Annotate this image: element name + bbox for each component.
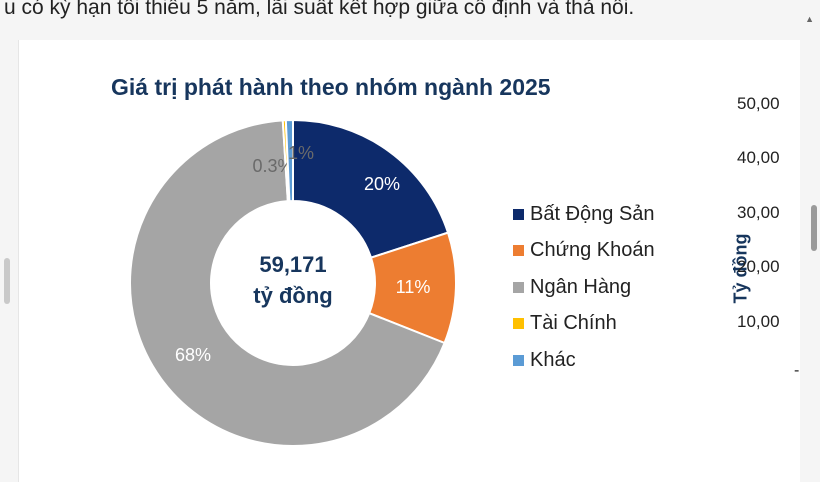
y-tick-30000: 30,00	[737, 203, 780, 222]
y-tick-50000: 50,00	[737, 94, 780, 113]
y-tick-20000: 20,00	[737, 257, 780, 276]
slice-label-1: 11%	[396, 277, 431, 297]
legend-swatch-0	[513, 208, 524, 220]
chart-legend: Bất Động Sản Chứng Khoán Ngân Hàng Tài Chín…	[513, 196, 655, 379]
donut-slice-4	[284, 118, 294, 203]
legend-swatch-3	[513, 318, 524, 330]
legend-swatch-1	[513, 245, 524, 257]
vertical-scrollbar[interactable]: ▲	[800, 0, 820, 482]
legend-label-0: Bất Động Sản	[530, 202, 655, 225]
donut-center-value: 59,171	[259, 252, 326, 277]
legend-item-1: Chứng Khoán	[513, 233, 655, 270]
y-tick-zero: -	[794, 362, 800, 379]
slice-label-0: 20%	[364, 174, 400, 194]
legend-label-3: Tài Chính	[530, 312, 617, 335]
slice-label-4: 1%	[288, 143, 314, 163]
scrollbar-thumb[interactable]	[811, 205, 817, 251]
chart-card: Giá trị phát hành theo nhóm ngành 2025 2…	[18, 40, 801, 482]
legend-item-3: Tài Chính	[513, 306, 655, 343]
article-text-line: u có kỳ hạn tối thiểu 5 năm, lãi suất kế…	[4, 0, 635, 19]
donut-slice-0	[292, 118, 450, 259]
legend-swatch-4	[513, 354, 524, 366]
legend-label-2: Ngân Hàng	[530, 275, 632, 298]
left-scroll-handle[interactable]	[4, 258, 10, 304]
legend-label-1: Chứng Khoán	[530, 239, 655, 262]
legend-item-4: Khác	[513, 342, 655, 379]
y-tick-40000: 40,00	[737, 148, 780, 167]
donut-center-unit: tỷ đồng	[253, 283, 332, 308]
chart-title: Giá trị phát hành theo nhóm ngành 2025	[111, 74, 551, 100]
chevron-up-icon[interactable]: ▲	[805, 14, 814, 24]
y-tick-10000: 10,00	[737, 312, 780, 331]
donut-chart: 20% 11% 68% 0.3%1% 59,171 tỷ đồng	[129, 118, 457, 447]
legend-swatch-2	[513, 281, 524, 293]
legend-item-0: Bất Động Sản	[513, 196, 655, 233]
legend-label-4: Khác	[530, 348, 576, 371]
slice-label-3: 0.3%	[252, 156, 293, 176]
donut-slice-2	[129, 119, 446, 447]
slice-label-2: 68%	[175, 345, 211, 365]
legend-item-2: Ngân Hàng	[513, 269, 655, 306]
